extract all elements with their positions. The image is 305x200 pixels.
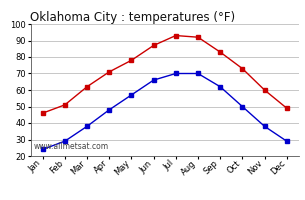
- Text: Oklahoma City : temperatures (°F): Oklahoma City : temperatures (°F): [30, 11, 236, 24]
- Text: www.allmetsat.com: www.allmetsat.com: [33, 142, 108, 151]
